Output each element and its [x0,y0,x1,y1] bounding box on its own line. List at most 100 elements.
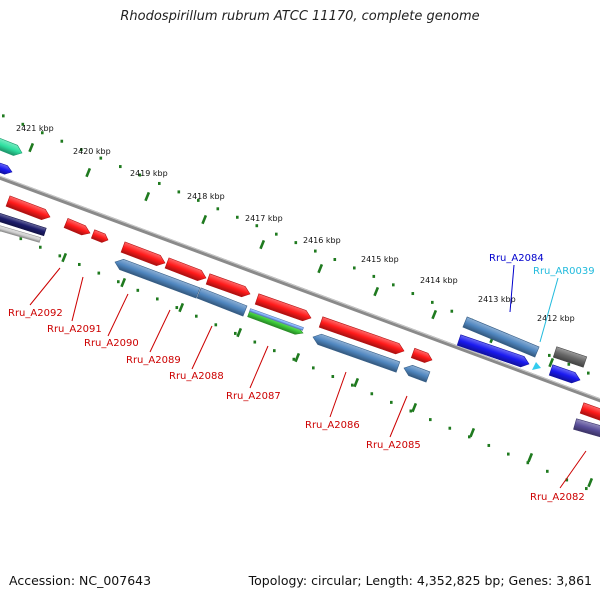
gene-leader-line [539,277,559,343]
kbp-tick-minor [314,249,317,253]
gene-leader-line [107,293,129,337]
backbone-tick-minor [78,262,81,266]
backbone-tick-minor [585,487,588,491]
gene-label: Rru_A2090 [84,338,139,349]
feature-cds-rru-a2089 [164,257,207,281]
feature-cds-blue-3 [312,333,401,373]
backbone-tick-minor [429,418,432,422]
kbp-tick-minor [353,266,356,270]
gene-leader-line [329,371,347,418]
feature-cds-rru-a2085 [410,347,433,363]
backbone-tick-major [61,252,68,263]
backbone-tick-minor [448,426,452,430]
kbp-tick-major [85,167,92,178]
feature-cds-rru-a2086 [318,316,405,355]
feature-cds-rru-a2088 [205,273,251,298]
backbone-tick-major [469,427,476,438]
kbp-tick-minor [587,371,590,375]
kbp-tick-minor [275,232,278,236]
gene-leader-line [191,325,213,370]
kbp-tick-minor [158,181,161,185]
kbp-tick-major [201,214,208,225]
backbone-tick-major [527,452,534,463]
kbp-tick-minor [255,224,259,228]
backbone-tick-major [294,352,301,363]
kbp-tick-minor [294,241,298,245]
backbone-tick-minor [156,297,159,301]
kbp-label: 2416 kbp [303,236,341,245]
feature-cds-blue-1 [114,258,201,299]
gene-label: Rru_A2087 [226,391,281,402]
kbp-tick-major [28,142,35,153]
backbone-tick-minor [312,366,315,370]
feature-cds-blue-strong [456,334,530,368]
gene-label: Rru_A2089 [126,355,181,366]
feature-navy-cds [0,210,47,237]
kbp-tick-minor [567,362,571,366]
kbp-tick-minor [411,292,415,296]
feature-cds-green-edge [249,308,304,331]
kbp-label: 2413 kbp [478,295,516,304]
backbone-tick-minor [175,306,179,310]
kbp-label: 2421 kbp [16,124,54,133]
feature-gray-small [552,346,588,368]
feature-gray-cds [0,223,42,243]
backbone-tick-minor [19,237,23,241]
feature-cds-rru-a2087 [254,293,312,322]
backbone-tick-minor [58,254,62,258]
feature-cds-blue-small [548,364,581,384]
backbone-tick-minor [292,357,296,361]
backbone-tick-minor [565,478,569,482]
feature-cds-rru-a2084-bar [462,316,540,358]
kbp-tick-minor [60,139,64,143]
kbp-label: 2414 kbp [420,276,458,285]
backbone-tick-major [353,377,360,388]
feature-purple-cds [573,418,600,440]
backbone-tick-minor [487,443,491,447]
kbp-label: 2418 kbp [187,192,225,201]
gene-label: Rru_A2085 [366,440,421,451]
gene-leader-line [509,264,515,313]
gene-leader-line [389,395,408,438]
kbp-tick-minor [236,215,239,219]
gene-label: Rru_A2086 [305,420,360,431]
feature-cds-rru-a2092 [5,195,51,220]
kbp-tick-minor [372,274,376,278]
backbone-tick-minor [409,409,413,413]
backbone-tick-major [178,302,185,313]
kbp-tick-minor [333,258,337,262]
kbp-tick-minor [2,114,5,118]
kbp-tick-major [317,263,324,274]
backbone-tick-minor [331,375,335,379]
gene-label: Rru_A2092 [8,308,63,319]
backbone-tick-minor [390,400,393,404]
gene-label: Rru_A2091 [47,324,102,335]
backbone-tick-minor [370,392,374,396]
kbp-tick-major [373,286,380,297]
backbone-tick-minor [117,280,120,284]
kbp-tick-minor [80,148,83,152]
kbp-label: 2415 kbp [361,255,399,264]
genome-backbone [0,175,600,403]
backbone-tick-major [411,402,418,413]
backbone-tick-minor [351,383,354,387]
kbp-label: 2412 kbp [537,314,575,323]
backbone-tick-major [236,327,243,338]
kbp-tick-major [548,357,555,368]
kbp-tick-minor [99,156,103,160]
feature-cds-small [90,229,109,243]
gene-label: Rru_A2088 [169,371,224,382]
gene-label: Rru_A2082 [530,492,585,503]
gene-leader-line [149,309,171,353]
kbp-tick-minor [431,300,434,304]
backbone-tick-minor [273,349,276,353]
feature-cds-blue-2 [196,287,248,317]
gene-leader-line [249,345,269,389]
kbp-tick-minor [119,165,122,169]
backbone-tick-minor [253,340,257,344]
backbone-tick-minor [234,331,237,335]
map-title: Rhodospirillum rubrum ATCC 11170, comple… [120,9,480,24]
backbone-tick-minor [468,435,471,439]
kbp-tick-minor [138,173,142,177]
kbp-tick-minor [21,122,25,126]
